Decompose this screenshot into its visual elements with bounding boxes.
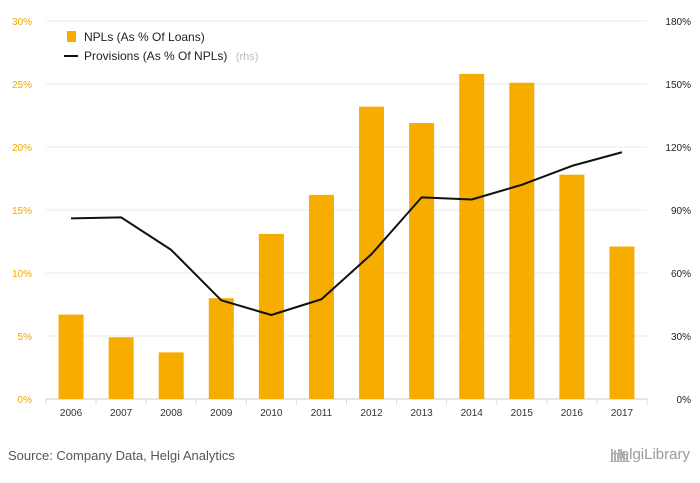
y-left-tick-label: 25% xyxy=(12,80,32,91)
x-tick-label: 2012 xyxy=(360,408,383,419)
x-tick-label: 2009 xyxy=(210,408,233,419)
bar-series xyxy=(58,73,635,400)
source-note: Source: Company Data, Helgi Analytics xyxy=(8,448,235,463)
brand-name: HelgiLibrary xyxy=(609,446,690,463)
x-tick-label: 2007 xyxy=(110,408,133,419)
bar-npl xyxy=(108,337,134,399)
y-left-tick-label: 30% xyxy=(12,17,32,28)
bar-npl xyxy=(409,123,435,399)
bar-npl xyxy=(459,73,485,400)
bar-npl xyxy=(158,352,184,399)
bar-npl xyxy=(258,233,284,399)
legend: NPLs (As % Of Loans) Provisions (As % Of… xyxy=(64,30,258,64)
bar-npl xyxy=(609,246,635,399)
x-tick-label: 2006 xyxy=(60,408,83,419)
bar-npl xyxy=(559,174,585,399)
legend-line-label: Provisions (As % Of NPLs) xyxy=(84,49,227,63)
x-tick-label: 2008 xyxy=(160,408,183,419)
axes: 0% 0% 5% 30% 10% 60% 15% 90% 20% 120% 25% 150% 30% 18… xyxy=(12,17,691,419)
legend-bar-label: NPLs (As % Of Loans) xyxy=(84,30,205,44)
y-right-tick-label: 150% xyxy=(665,80,691,91)
y-right-tick-label: 30% xyxy=(671,332,691,343)
x-tick-label: 2017 xyxy=(611,408,634,419)
y-left-tick-label: 15% xyxy=(12,206,32,217)
legend-bar-swatch xyxy=(67,31,76,42)
library-icon xyxy=(609,449,630,462)
x-tick-label: 2010 xyxy=(260,408,283,419)
y-right-tick-label: 90% xyxy=(671,206,691,217)
bar-npl xyxy=(208,298,234,399)
y-left-tick-label: 0% xyxy=(18,395,33,406)
line-provisions xyxy=(71,151,623,316)
y-right-tick-label: 60% xyxy=(671,269,691,280)
legend-line-text: Provisions (As % Of NPLs) (rhs) xyxy=(84,47,258,64)
x-tick-label: 2015 xyxy=(511,408,534,419)
y-right-tick-label: 180% xyxy=(665,17,691,28)
x-tick-label: 2013 xyxy=(411,408,434,419)
bar-npl xyxy=(509,82,535,400)
brand-logo[interactable]: HelgiLibrary xyxy=(609,446,690,463)
y-right-tick-label: 0% xyxy=(677,395,692,406)
line-series xyxy=(71,151,623,316)
bar-npl xyxy=(308,194,334,399)
chart-svg: 0% 0% 5% 30% 10% 60% 15% 90% 20% 120% 25% 150% 30% 18… xyxy=(12,17,691,419)
y-left-tick-label: 5% xyxy=(18,332,33,343)
y-left-tick-label: 20% xyxy=(12,143,32,154)
y-left-tick-label: 10% xyxy=(12,269,32,280)
bar-npl xyxy=(58,314,84,399)
x-tick-label: 2011 xyxy=(311,408,333,419)
x-tick-label: 2016 xyxy=(561,408,584,419)
x-tick-label: 2014 xyxy=(461,408,484,419)
legend-line-suffix: (rhs) xyxy=(236,51,259,63)
y-right-tick-label: 120% xyxy=(665,143,691,154)
grid-layer xyxy=(46,20,647,400)
